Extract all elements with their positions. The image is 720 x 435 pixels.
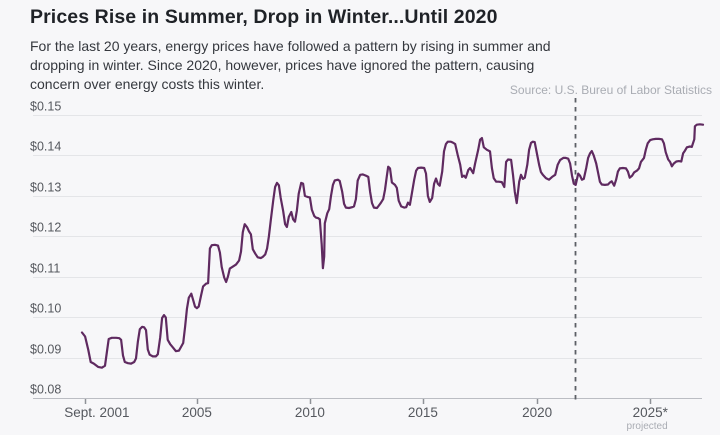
x-axis-label: 2025* bbox=[633, 405, 669, 420]
subtitle-line: dropping in winter. Since 2020, however,… bbox=[30, 57, 535, 73]
y-axis-label: $0.10 bbox=[30, 302, 61, 316]
x-axis-label: Sept. 2001 bbox=[64, 405, 129, 420]
y-axis-label: $0.12 bbox=[30, 221, 61, 235]
y-axis-label: $0.15 bbox=[30, 100, 61, 114]
page-title: Prices Rise in Summer, Drop in Winter...… bbox=[30, 6, 498, 28]
y-axis-label: $0.13 bbox=[30, 181, 61, 195]
y-axis-label: $0.11 bbox=[30, 262, 60, 276]
source-credit: Source: U.S. Bureu of Labor Statistics bbox=[509, 83, 712, 97]
x-axis-label: 2020 bbox=[522, 405, 552, 420]
projected-note: projected bbox=[627, 421, 668, 432]
y-axis-label: $0.14 bbox=[30, 140, 61, 154]
subtitle-line: concern over energy costs this winter. bbox=[30, 76, 265, 92]
x-axis-label: 2005 bbox=[182, 405, 212, 420]
subtitle-line: For the last 20 years, energy prices hav… bbox=[30, 38, 551, 54]
energy-price-line bbox=[80, 123, 705, 369]
chart-subtitle: For the last 20 years, energy prices hav… bbox=[30, 37, 700, 94]
x-axis-label: 2010 bbox=[295, 405, 325, 420]
y-axis-label: $0.08 bbox=[30, 383, 61, 397]
x-axis-label: 2015 bbox=[408, 405, 438, 420]
y-axis-label: $0.09 bbox=[30, 343, 61, 357]
